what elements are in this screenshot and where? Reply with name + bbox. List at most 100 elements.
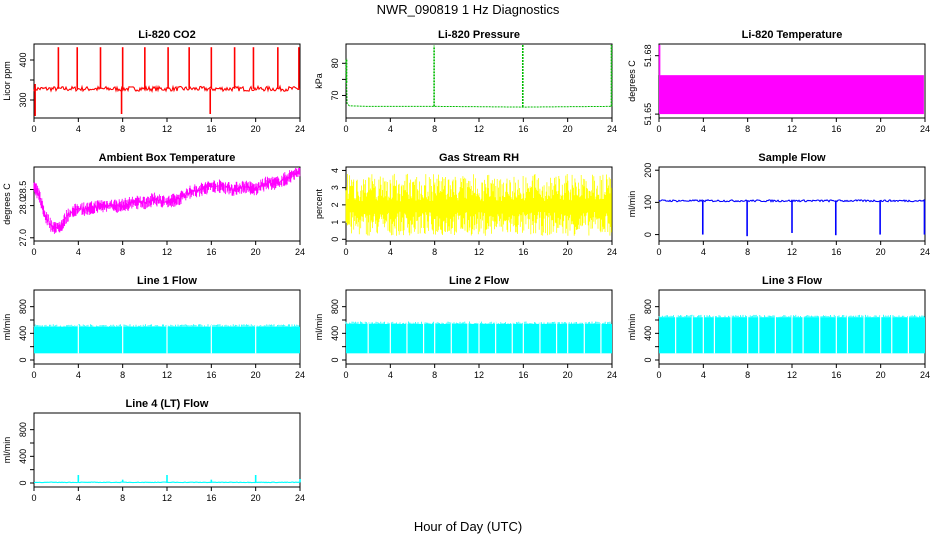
x-tick-label: 24 (607, 370, 617, 380)
x-tick-label: 4 (388, 247, 393, 257)
x-tick-label: 20 (876, 247, 886, 257)
panel-title: Line 3 Flow (762, 275, 822, 287)
x-tick-label: 4 (701, 370, 706, 380)
y-tick-label: 400 (18, 326, 28, 341)
y-tick-label: 28.5 (18, 181, 28, 199)
y-axis-label: Licor ppm (2, 61, 12, 101)
y-axis-label: ml/min (627, 191, 637, 218)
y-axis-label: ml/min (2, 437, 12, 464)
x-tick-label: 16 (206, 493, 216, 503)
x-tick-label: 12 (162, 247, 172, 257)
x-tick-label: 24 (607, 124, 617, 134)
y-tick-label: 51.68 (643, 44, 653, 67)
series-line (33, 168, 301, 234)
x-tick-label: 8 (432, 124, 437, 134)
y-axis-label: kPa (314, 73, 324, 89)
x-tick-label: 4 (388, 124, 393, 134)
y-tick-label: 400 (18, 52, 28, 67)
x-tick-label: 12 (787, 247, 797, 257)
y-tick-label: 4 (330, 168, 340, 173)
plot-frame (345, 43, 613, 119)
x-tick-label: 8 (745, 247, 750, 257)
y-axis-label: ml/min (627, 314, 637, 341)
x-tick-label: 12 (787, 124, 797, 134)
x-tick-label: 24 (920, 370, 930, 380)
x-tick-label: 24 (295, 247, 305, 257)
x-tick-label: 4 (76, 493, 81, 503)
panel-title: Li-820 Temperature (742, 29, 843, 41)
x-tick-label: 20 (251, 370, 261, 380)
x-tick-label: 12 (162, 124, 172, 134)
panel-title: Gas Stream RH (439, 152, 519, 164)
x-tick-label: 16 (518, 124, 528, 134)
panel-5: Sample Flow ml/min 0 4 8 12 16 20 24 0 100 200 (627, 152, 930, 257)
y-tick-label: 300 (18, 92, 28, 107)
y-axis-label: ml/min (314, 314, 324, 341)
x-tick-label: 8 (120, 124, 125, 134)
y-tick-label: 0 (330, 237, 340, 242)
x-tick-label: 20 (251, 124, 261, 134)
x-tick-label: 0 (656, 124, 661, 134)
y-tick-label: 0 (643, 232, 653, 237)
x-tick-label: 24 (920, 247, 930, 257)
panel-3: Ambient Box Temperature degrees C 0 4 8 12 16 2… (2, 152, 305, 257)
y-tick-label: 0 (330, 357, 340, 362)
x-tick-label: 20 (563, 124, 573, 134)
x-tick-label: 12 (474, 247, 484, 257)
x-tick-label: 8 (432, 247, 437, 257)
x-tick-label: 12 (474, 124, 484, 134)
x-tick-label: 4 (701, 247, 706, 257)
y-tick-label: 3 (330, 185, 340, 190)
x-tick-label: 16 (206, 124, 216, 134)
panel-title: Sample Flow (758, 152, 826, 164)
panel-title: Line 4 (LT) Flow (126, 398, 209, 410)
panel-8: Line 3 Flow ml/min 0 4 8 12 16 20 24 0 400 800 (627, 275, 930, 380)
panel-1: Li-820 Pressure kPa 0 4 8 12 16 20 24 70 80 (314, 29, 617, 134)
x-tick-label: 0 (343, 370, 348, 380)
y-tick-label: 0 (18, 357, 28, 362)
x-tick-label: 4 (76, 370, 81, 380)
x-tick-label: 24 (295, 370, 305, 380)
x-tick-label: 0 (656, 370, 661, 380)
figure-xlabel: Hour of Day (UTC) (414, 519, 522, 534)
x-tick-label: 0 (343, 247, 348, 257)
plot-frame (33, 43, 301, 119)
x-tick-label: 16 (831, 247, 841, 257)
x-tick-label: 0 (31, 247, 36, 257)
x-tick-label: 12 (787, 370, 797, 380)
y-tick-label: 200 (643, 163, 653, 178)
x-tick-label: 0 (656, 247, 661, 257)
x-tick-label: 4 (701, 124, 706, 134)
series-band (659, 75, 924, 115)
y-tick-label: 27.0 (18, 229, 28, 247)
x-tick-label: 20 (563, 247, 573, 257)
y-axis-label: degrees C (627, 60, 637, 102)
y-axis-label: ml/min (2, 314, 12, 341)
x-tick-label: 4 (76, 124, 81, 134)
y-tick-label: 70 (330, 90, 340, 100)
panel-title: Ambient Box Temperature (99, 152, 236, 164)
x-tick-label: 0 (343, 124, 348, 134)
x-tick-label: 4 (76, 247, 81, 257)
y-axis-label: degrees C (2, 183, 12, 225)
panel-title: Li-820 Pressure (438, 29, 520, 41)
x-tick-label: 16 (831, 124, 841, 134)
x-tick-label: 12 (162, 493, 172, 503)
panel-0: Li-820 CO2 Licor ppm 0 4 8 12 16 20 24 300 400 (2, 29, 305, 134)
y-tick-label: 800 (18, 299, 28, 314)
x-tick-label: 20 (876, 370, 886, 380)
x-tick-label: 16 (518, 247, 528, 257)
x-tick-label: 24 (295, 493, 305, 503)
y-tick-label: 400 (18, 449, 28, 464)
panel-9: Line 4 (LT) Flow ml/min 0 4 8 12 16 20 24 0 400 800 (2, 398, 305, 503)
y-tick-label: 800 (18, 422, 28, 437)
x-tick-label: 8 (120, 370, 125, 380)
figure-title: NWR_090819 1 Hz Diagnostics (377, 2, 560, 17)
y-tick-label: 1 (330, 220, 340, 225)
x-tick-label: 12 (474, 370, 484, 380)
x-tick-label: 20 (251, 493, 261, 503)
x-tick-label: 0 (31, 124, 36, 134)
series-line (345, 60, 611, 108)
x-tick-label: 24 (607, 247, 617, 257)
